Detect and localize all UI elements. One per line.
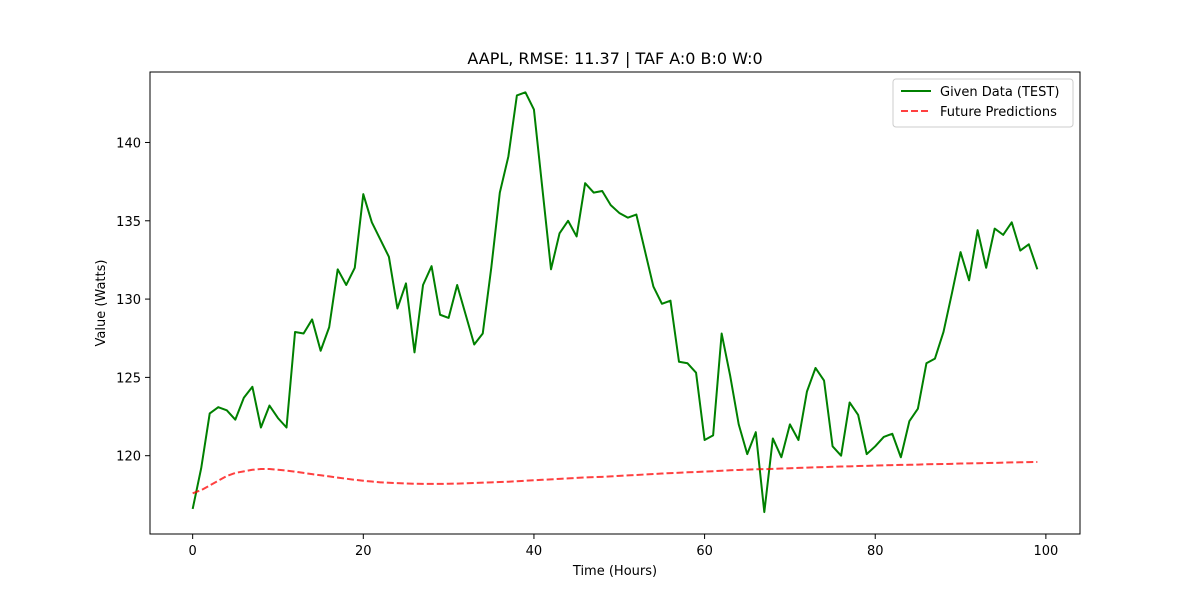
series-line-future-predictions <box>192 460 1038 495</box>
x-tick-label: 20 <box>355 544 372 559</box>
legend-box <box>892 78 1074 128</box>
x-tick-label: 100 <box>1033 544 1058 559</box>
x-axis: 0 20 40 60 80 100 <box>189 534 1058 559</box>
y-tick-label: 120 <box>116 450 141 465</box>
x-axis-label: Time (Hours) <box>572 564 657 579</box>
legend: Given Data (TEST) Future Predictions <box>892 78 1074 128</box>
chart-title: AAPL, RMSE: 11.37 | TAF A:0 B:0 W:0 <box>467 49 762 68</box>
x-tick-label: 80 <box>867 544 884 559</box>
x-tick-label: 40 <box>526 544 543 559</box>
x-tick-label: 0 <box>189 544 197 559</box>
y-axis: 120 125 130 135 140 <box>116 136 150 465</box>
plot-frame <box>149 71 1081 535</box>
series-line-given-data-test <box>191 91 1039 514</box>
plot-area <box>191 91 1039 514</box>
y-tick-label: 140 <box>116 136 141 151</box>
y-axis-label: Value (Watts) <box>94 260 109 347</box>
y-tick-label: 135 <box>116 215 141 230</box>
x-tick-label: 60 <box>696 544 713 559</box>
legend-label-future-predictions: Future Predictions <box>940 105 1057 120</box>
y-tick-label: 125 <box>116 371 141 386</box>
legend-label-given-data: Given Data (TEST) <box>940 85 1059 100</box>
y-tick-label: 130 <box>116 293 141 308</box>
